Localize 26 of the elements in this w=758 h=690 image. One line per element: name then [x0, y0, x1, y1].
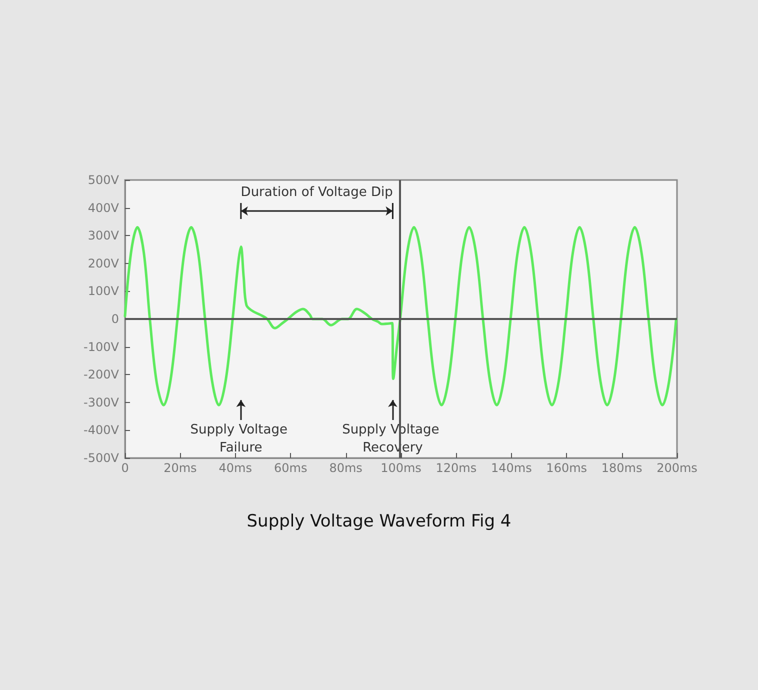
x-tick-label: 160ms [546, 461, 588, 475]
y-tick-label: 0 [111, 312, 119, 326]
y-tick-label: -200V [84, 368, 120, 382]
text: Supply Voltage Waveform Fig 4 [246, 512, 512, 532]
x-tick-label: 80ms [329, 461, 362, 475]
x-tick-label: 120ms [436, 461, 477, 475]
annotation: Duration of Voltage Dip [240, 185, 393, 200]
annotation: Supply Voltage Failure [190, 422, 292, 456]
y-tick-label: 400V [88, 200, 120, 215]
x-tick-label: 140ms [490, 461, 532, 475]
y-tick-label: -100V [84, 340, 120, 354]
x-tick-label: 100ms [380, 461, 422, 475]
line-series [124, 226, 678, 406]
x-tick-label: 60ms [274, 461, 308, 475]
x-tick-label: 40ms [218, 461, 252, 475]
y-tick-label: -500V [84, 451, 120, 465]
y-tick-label: 100V [88, 284, 120, 298]
y-tick-label: 500V [88, 173, 120, 187]
x-tick-label: 20ms [164, 461, 197, 475]
y-tick-label: 200V [88, 256, 120, 270]
y-tick-label: 300V [88, 228, 120, 243]
x-tick-label: 0 [121, 461, 129, 475]
y-tick-label: -300V [84, 395, 120, 410]
y-tick-label: -400V [84, 423, 120, 438]
x-tick-label: 180ms [601, 461, 642, 475]
x-tick-label: 200ms [656, 461, 698, 475]
